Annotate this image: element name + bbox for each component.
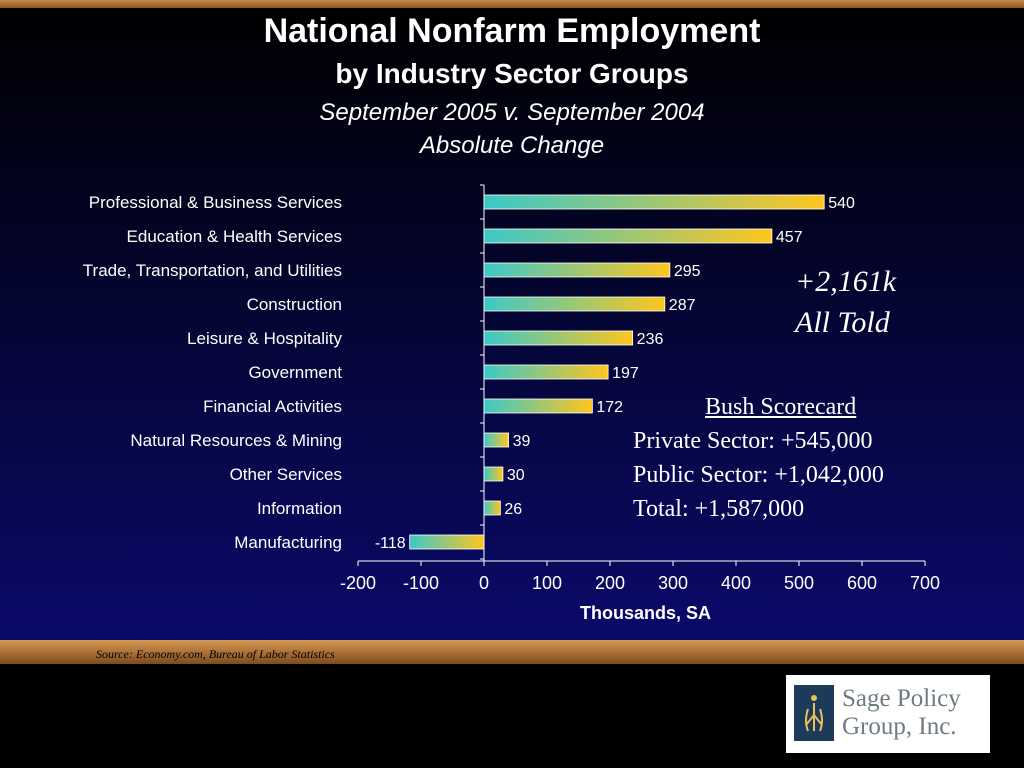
- bar: [483, 500, 501, 516]
- chart-panel: [0, 8, 1024, 640]
- x-tick-label: 100: [532, 573, 562, 593]
- data-label: 26: [504, 501, 522, 518]
- category-label: Government: [248, 363, 342, 382]
- category-label: Trade, Transportation, and Utilities: [83, 261, 342, 280]
- divider-bar: [0, 640, 1024, 664]
- scorecard-public: Public Sector: +1,042,000: [633, 462, 884, 488]
- scorecard-private: Private Sector: +545,000: [633, 428, 873, 454]
- data-label: 457: [776, 229, 803, 246]
- bar: [483, 398, 593, 414]
- data-label: 295: [674, 263, 701, 280]
- x-tick-label: -200: [340, 573, 376, 593]
- x-tick-label: 700: [910, 573, 940, 593]
- logo-text: Sage Policy Group, Inc.: [842, 685, 982, 741]
- data-label: 30: [507, 467, 525, 484]
- category-label: Other Services: [230, 465, 342, 484]
- data-label: 172: [596, 399, 623, 416]
- data-label: -118: [375, 535, 406, 552]
- category-label: Information: [257, 499, 342, 518]
- slide-title: National Nonfarm Employment: [263, 12, 761, 50]
- x-tick-label: 0: [479, 573, 489, 593]
- slide-subtitle: September 2005 v. September 2004: [319, 99, 705, 126]
- category-label: Manufacturing: [234, 533, 342, 552]
- logo-line2: Group, Inc.: [842, 713, 957, 740]
- bar: [483, 228, 773, 244]
- slide-title-line2: by Industry Sector Groups: [335, 58, 689, 89]
- x-tick-label: 600: [847, 573, 877, 593]
- category-label: Education & Health Services: [127, 227, 342, 246]
- x-axis-title: Thousands, SA: [580, 603, 711, 623]
- bar: [483, 466, 504, 482]
- x-tick-label: 400: [721, 573, 751, 593]
- slide-subtitle-line2: Absolute Change: [419, 132, 605, 159]
- bar: [483, 296, 666, 312]
- sage-logo-icon: [794, 685, 834, 741]
- bar: [483, 194, 825, 210]
- bar: [409, 534, 485, 550]
- bar: [483, 364, 609, 380]
- data-label: 39: [513, 433, 531, 450]
- data-label: 287: [669, 297, 696, 314]
- x-tick-label: -100: [403, 573, 439, 593]
- total-change-caption: All Told: [795, 306, 890, 339]
- data-label: 540: [828, 195, 855, 212]
- category-label: Leisure & Hospitality: [187, 329, 342, 348]
- category-label: Financial Activities: [203, 397, 342, 416]
- bar: [483, 330, 634, 346]
- data-label: 197: [612, 365, 639, 382]
- data-label: 236: [637, 331, 664, 348]
- source-note: Source: Economy.com, Bureau of Labor Sta…: [96, 647, 335, 661]
- category-label: Construction: [247, 295, 342, 314]
- category-label: Natural Resources & Mining: [130, 431, 342, 450]
- x-tick-label: 200: [595, 573, 625, 593]
- x-tick-label: 500: [784, 573, 814, 593]
- bar: [483, 432, 509, 448]
- top-border: [0, 0, 1024, 8]
- scorecard-total: Total: +1,587,000: [633, 496, 805, 522]
- scorecard-heading: Bush Scorecard: [705, 394, 857, 420]
- total-change-value: +2,161k: [795, 265, 897, 298]
- bar-chart: -200 -100 0 100 200 300 400 500 600 700 Thousands,…: [83, 184, 940, 623]
- x-tick-label: 300: [658, 573, 688, 593]
- logo-line1: Sage Policy: [842, 685, 961, 712]
- category-label: Professional & Business Services: [89, 193, 342, 212]
- company-logo: Sage Policy Group, Inc.: [786, 675, 990, 753]
- bar: [483, 262, 671, 278]
